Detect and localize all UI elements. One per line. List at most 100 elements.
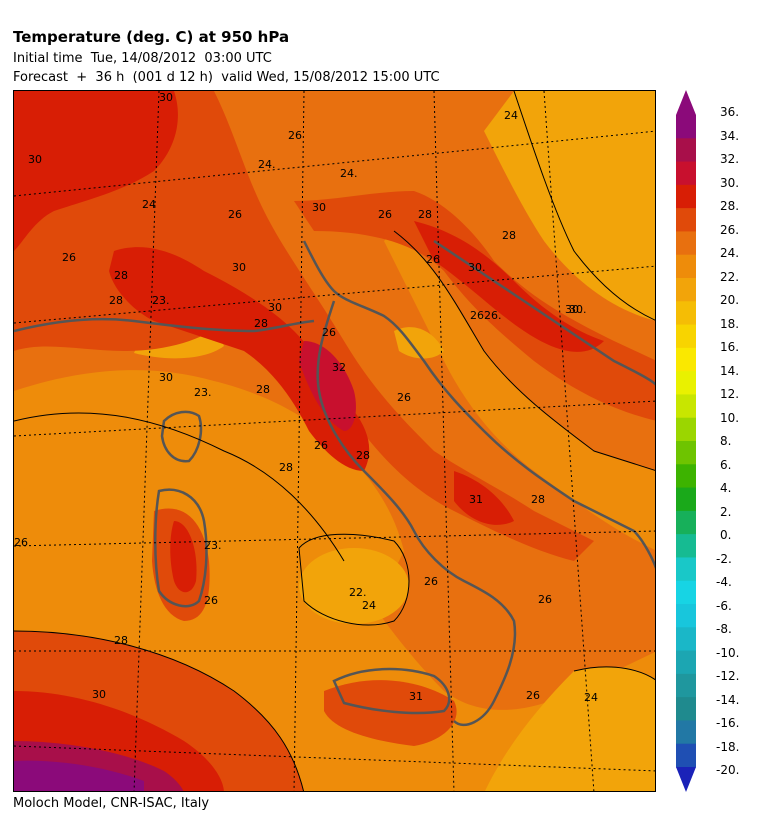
contour-label: 26 [228, 208, 242, 221]
colorbar-band [676, 720, 696, 745]
colorbar-tick-label: -2. [716, 551, 732, 566]
field-28-30-a [14, 91, 594, 561]
colorbar-band [676, 557, 696, 582]
colorbar-band [676, 161, 696, 186]
colorbar-band [676, 604, 696, 628]
colorbar-band [676, 138, 696, 163]
contour-label: 23. [194, 386, 212, 399]
field-34-36-sw [14, 760, 144, 791]
colorbar-tick-label: -20. [716, 763, 740, 777]
colorbar-overflow-bottom [676, 767, 696, 792]
contour-label: 30 [159, 91, 173, 104]
contour-label: 30 [92, 688, 106, 701]
contour-label: 26 [397, 391, 411, 404]
colorbar-band [676, 464, 696, 489]
contour-label: 28 [114, 269, 128, 282]
field-30-32-apulia [454, 471, 514, 525]
colorbar-tick-label: -14. [716, 692, 740, 707]
colorbar-band [676, 510, 696, 535]
colorbar-band [676, 673, 696, 698]
field-22-24-ionian [484, 666, 655, 791]
contour-label: 26 [526, 689, 540, 702]
colorbar-band [676, 301, 696, 326]
colorbar-tick-label: 18. [720, 316, 740, 331]
colorbar-band [676, 534, 696, 559]
coastlines [14, 239, 655, 727]
contour-label: 28 [502, 229, 516, 242]
graticule [14, 91, 655, 791]
colorbar-tick-label: 24. [720, 246, 740, 260]
contour-label: 24 [584, 691, 598, 704]
colorbar-band [676, 487, 696, 512]
colorbar-tick-label: 28. [720, 199, 740, 213]
colorbar-tick-label: 4. [720, 481, 732, 495]
colorbar-tick-label: 22. [720, 269, 740, 284]
colorbar-tick-label: 14. [720, 363, 740, 378]
colorbar-tick-label: -16. [716, 716, 740, 730]
contour-label: 26 [424, 575, 438, 588]
colorbar-tick-label: 26. [720, 222, 740, 237]
colorbar-tick-label: -18. [716, 739, 740, 754]
field-30-32-po [109, 247, 370, 471]
contour-labels: 30 26 24 24. 24. 24 26 28 26 26 28 30 28… [14, 91, 598, 704]
field-28-30-sicily [324, 680, 457, 746]
contour-label: 26 [538, 593, 552, 606]
colorbar [676, 90, 696, 792]
contour-label: 30 [312, 201, 326, 214]
colorbar-band [676, 115, 696, 139]
contour-label: 26 [14, 536, 28, 549]
chart-title: Temperature (deg. C) at 950 hPa [13, 28, 290, 46]
field-28-30-c [294, 191, 655, 421]
contour-label: 28 [254, 317, 268, 330]
colorbar-tick-label: -12. [716, 669, 740, 683]
contour-label: 26 [378, 208, 392, 221]
isotherms [14, 91, 655, 791]
contour-label: 26 [62, 251, 76, 264]
colorbar-band [676, 254, 696, 279]
contour-label: 23. [204, 539, 222, 552]
colorbar-tick-label: 34. [720, 128, 740, 143]
colorbar-tick-label: 36. [720, 105, 740, 119]
field-32-34-central [299, 341, 356, 431]
colorbar-tick-label: 8. [720, 434, 732, 448]
contour-label: 24 [142, 198, 156, 211]
colorbar-band [676, 324, 696, 349]
contour-label: 26. [484, 309, 502, 322]
colorbar-tick-label: -6. [716, 598, 732, 613]
initial-time: Initial time Tue, 14/08/2012 03:00 UTC [13, 51, 272, 66]
contour-label: 24 [362, 599, 376, 612]
field-30-32-nw [14, 91, 178, 251]
field-22-24-tyrrhenian [299, 548, 409, 624]
contour-label: 26 [288, 129, 302, 142]
colorbar-band [676, 441, 696, 465]
colorbar-band [676, 650, 696, 675]
contour-label: 30. [565, 303, 583, 316]
contour-label: 28 [418, 208, 432, 221]
colorbar-tick-label: 30. [720, 175, 740, 190]
colorbar-band [676, 347, 696, 372]
contour-label: 24. [258, 158, 276, 171]
contour-label: 24. [340, 167, 358, 180]
contour-label: 31 [469, 493, 483, 506]
field-30-32-balkans [414, 221, 604, 352]
contour-label: 28 [109, 294, 123, 307]
contour-label: 32 [332, 361, 346, 374]
colorbar-tick-label: 32. [720, 152, 740, 166]
contour-label: 26 [314, 439, 328, 452]
contour-label: 22. [349, 586, 367, 599]
contour-label: 26 [470, 309, 484, 322]
colorbar-tick-label: -8. [716, 622, 732, 636]
model-credit: Moloch Model, CNR-ISAC, Italy [13, 796, 210, 811]
contour-label: 30 [232, 261, 246, 274]
colorbar-tick-label: 10. [720, 410, 740, 425]
contour-label: 28 [356, 449, 370, 462]
contour-label: 23. [152, 294, 170, 307]
colorbar-band [676, 208, 696, 233]
colorbar-band [676, 371, 696, 396]
colorbar-tick-label: 0. [720, 528, 732, 542]
contour-label: 26 [322, 326, 336, 339]
contour-label: 30. [569, 303, 587, 316]
colorbar-tick-label: 2. [720, 504, 732, 519]
field-22-24-north-adriatic [394, 327, 444, 359]
forecast-valid-time: Forecast + 36 h (001 d 12 h) valid Wed, … [13, 70, 440, 85]
